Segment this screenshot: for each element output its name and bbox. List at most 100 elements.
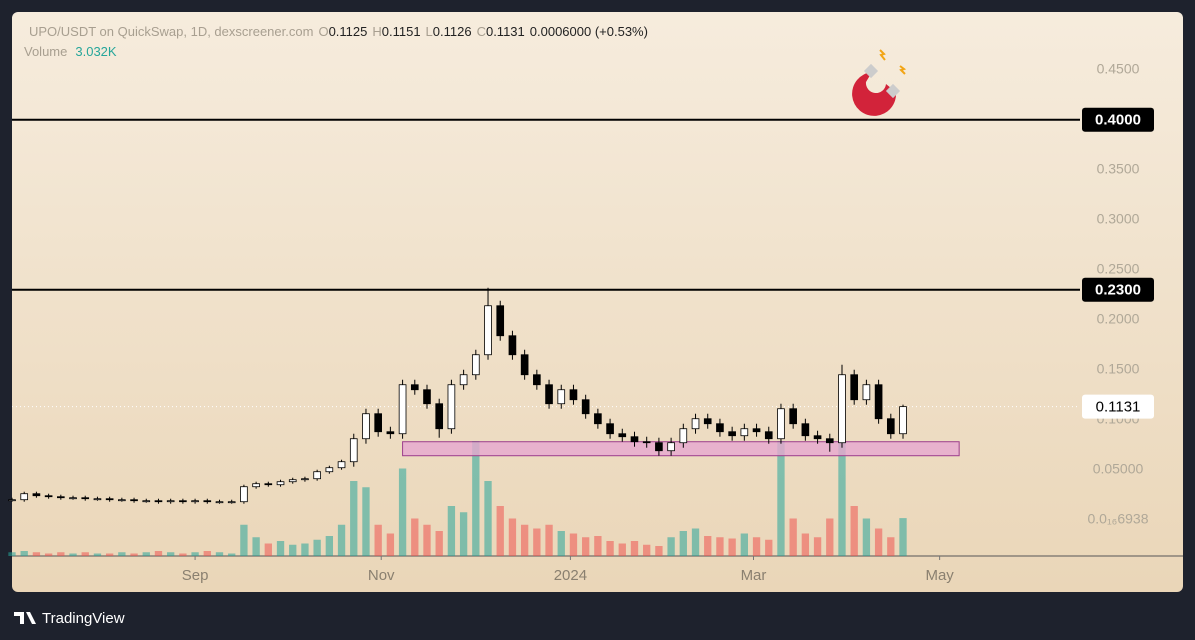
support-zone: [402, 441, 960, 457]
candle-body: [105, 498, 114, 501]
volume-bar: [215, 552, 224, 556]
candle-body: [215, 501, 224, 504]
volume-bar: [545, 524, 553, 556]
candle-body: [569, 389, 578, 401]
y-tick-label: 0.0₁₆6938: [1088, 510, 1149, 526]
volume-bar: [789, 518, 797, 556]
candle-body: [764, 431, 773, 440]
y-tick-label: 0.3500: [1097, 160, 1140, 176]
volume-bar: [32, 552, 41, 556]
candle-body: [276, 481, 285, 486]
volume-bar: [118, 552, 126, 556]
candle-body: [386, 431, 395, 435]
volume-bar: [57, 552, 65, 556]
candle-body: [508, 335, 517, 356]
candle-body: [410, 384, 419, 391]
candle-body: [801, 423, 810, 437]
candle-body: [496, 305, 505, 337]
volume-bar: [533, 528, 541, 556]
volume-bar: [167, 552, 175, 556]
candle-body: [471, 354, 480, 376]
volume-bar: [398, 468, 407, 556]
volume-bar: [862, 518, 871, 556]
volume-bar: [20, 551, 28, 556]
candle-body: [325, 467, 334, 473]
volume-bar: [459, 512, 468, 556]
candle-body: [642, 441, 651, 444]
volume-bar: [740, 533, 749, 556]
candle-body: [484, 305, 492, 356]
candle-body: [154, 500, 163, 503]
volume-bar: [520, 524, 529, 556]
header-item: H: [372, 24, 381, 39]
volume-bar: [105, 553, 114, 556]
y-tick-label: 0.3000: [1097, 210, 1140, 226]
volume-bar: [240, 524, 248, 556]
volume-bar: [838, 441, 846, 556]
candle-body: [20, 493, 29, 501]
candle-body: [374, 413, 382, 433]
candle-body: [301, 478, 309, 481]
volume-bar: [667, 537, 675, 556]
candle-body: [8, 499, 16, 502]
volume-bar: [813, 537, 822, 556]
candle-body: [81, 497, 90, 500]
x-tick-label: May: [925, 567, 954, 584]
candle-body: [630, 436, 639, 443]
candle-body: [740, 428, 749, 437]
volume-bar: [582, 537, 590, 556]
volume-bar: [887, 537, 895, 556]
volume-bar: [704, 536, 712, 556]
y-tick-label: 0.2000: [1097, 310, 1140, 326]
volume-bar: [606, 541, 614, 556]
candle-body: [838, 374, 846, 444]
brand: TradingView: [14, 610, 125, 627]
candle-body: [886, 418, 895, 435]
volume-label: Volume: [24, 44, 67, 59]
header-item: 0.1125: [329, 24, 368, 39]
volume-bar: [801, 533, 810, 556]
candle-body: [288, 479, 297, 483]
volume-bar: [472, 441, 480, 556]
volume-bar: [325, 536, 334, 556]
candle-body: [337, 461, 346, 469]
candle-body: [459, 374, 468, 386]
candle-body: [862, 384, 871, 401]
candle-body: [752, 428, 761, 433]
level-label-bg: [1082, 277, 1154, 302]
candle-body: [545, 384, 553, 405]
volume-bar: [826, 518, 834, 556]
candle-body: [447, 384, 456, 430]
volume-bar: [447, 506, 456, 556]
candle-body: [32, 493, 41, 497]
candle-body: [728, 431, 736, 437]
candle-body: [191, 500, 199, 503]
candle-body: [703, 418, 712, 425]
candle-body: [667, 442, 675, 452]
candle-body: [777, 408, 785, 440]
candle-body: [423, 389, 431, 405]
header-item: 0.1151: [382, 24, 421, 39]
candle-body: [655, 442, 663, 452]
volume-bar: [728, 538, 736, 556]
candle-body: [69, 497, 77, 500]
y-tick-label: 0.2500: [1097, 260, 1140, 276]
candle-body: [594, 413, 602, 425]
volume-bar: [362, 487, 370, 556]
candle-body: [118, 499, 126, 502]
volume-bar: [630, 541, 639, 556]
volume-bar: [374, 524, 382, 556]
candle-body: [57, 496, 65, 499]
volume-header: Volume 3.032K: [24, 44, 117, 59]
volume-bar: [496, 506, 504, 556]
candle-body: [850, 374, 859, 401]
volume-bar: [130, 553, 138, 556]
candle-body: [557, 389, 566, 405]
candle-body: [264, 483, 273, 486]
volume-bar: [850, 506, 858, 556]
candle-body: [142, 500, 151, 503]
candle-body: [362, 413, 370, 440]
header-item: UPO/USDT on QuickSwap, 1D, dexscreener.c…: [29, 24, 313, 39]
volume-bar: [93, 553, 102, 556]
